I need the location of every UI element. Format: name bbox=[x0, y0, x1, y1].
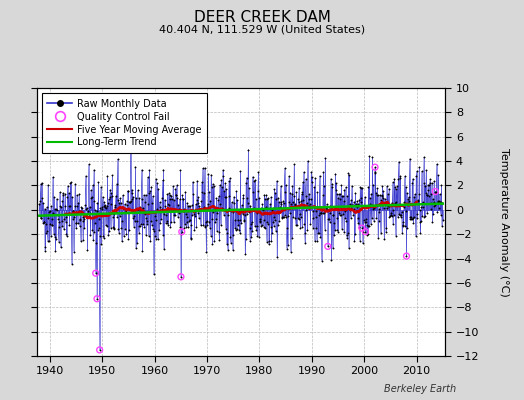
Long-Term Trend bbox=[241, 207, 247, 212]
Long-Term Trend bbox=[36, 213, 42, 218]
Long-Term Trend bbox=[345, 204, 351, 209]
Quality Control Fail bbox=[178, 228, 186, 235]
Long-Term Trend bbox=[289, 206, 296, 210]
Line: Raw Monthly Data: Raw Monthly Data bbox=[39, 136, 443, 351]
Text: DEER CREEK DAM: DEER CREEK DAM bbox=[193, 10, 331, 25]
Raw Monthly Data bbox=[96, 348, 103, 352]
Text: 40.404 N, 111.529 W (United States): 40.404 N, 111.529 W (United States) bbox=[159, 24, 365, 34]
Text: Berkeley Earth: Berkeley Earth bbox=[384, 384, 456, 394]
Quality Control Fail bbox=[95, 347, 104, 353]
Quality Control Fail bbox=[324, 243, 332, 250]
Quality Control Fail bbox=[358, 225, 366, 231]
Long-Term Trend bbox=[67, 212, 73, 217]
Quality Control Fail bbox=[371, 164, 379, 170]
Five Year Moving Average bbox=[277, 210, 283, 215]
Five Year Moving Average bbox=[269, 210, 276, 215]
Legend: Raw Monthly Data, Quality Control Fail, Five Year Moving Average, Long-Term Tren: Raw Monthly Data, Quality Control Fail, … bbox=[41, 93, 207, 153]
Raw Monthly Data bbox=[36, 201, 42, 206]
Long-Term Trend bbox=[376, 203, 382, 208]
Long-Term Trend bbox=[440, 201, 446, 206]
Raw Monthly Data bbox=[127, 134, 134, 139]
Five Year Moving Average bbox=[214, 206, 221, 211]
Raw Monthly Data bbox=[67, 223, 73, 228]
Quality Control Fail bbox=[92, 270, 100, 276]
Line: Five Year Moving Average: Five Year Moving Average bbox=[66, 202, 417, 218]
Line: Long-Term Trend: Long-Term Trend bbox=[39, 204, 443, 216]
Raw Monthly Data bbox=[346, 246, 352, 251]
Five Year Moving Average bbox=[88, 216, 94, 221]
Raw Monthly Data bbox=[290, 214, 297, 219]
Raw Monthly Data bbox=[440, 217, 446, 222]
Raw Monthly Data bbox=[242, 252, 248, 257]
Five Year Moving Average bbox=[72, 211, 78, 216]
Raw Monthly Data bbox=[188, 222, 194, 227]
Quality Control Fail bbox=[431, 188, 440, 195]
Five Year Moving Average bbox=[413, 200, 420, 204]
Raw Monthly Data bbox=[377, 192, 383, 197]
Quality Control Fail bbox=[177, 274, 185, 280]
Five Year Moving Average bbox=[62, 212, 69, 216]
Long-Term Trend bbox=[188, 209, 194, 214]
Quality Control Fail bbox=[402, 253, 411, 259]
Five Year Moving Average bbox=[370, 204, 376, 208]
Quality Control Fail bbox=[361, 228, 369, 235]
Y-axis label: Temperature Anomaly (°C): Temperature Anomaly (°C) bbox=[499, 148, 509, 296]
Quality Control Fail bbox=[93, 296, 101, 302]
Five Year Moving Average bbox=[102, 212, 108, 217]
